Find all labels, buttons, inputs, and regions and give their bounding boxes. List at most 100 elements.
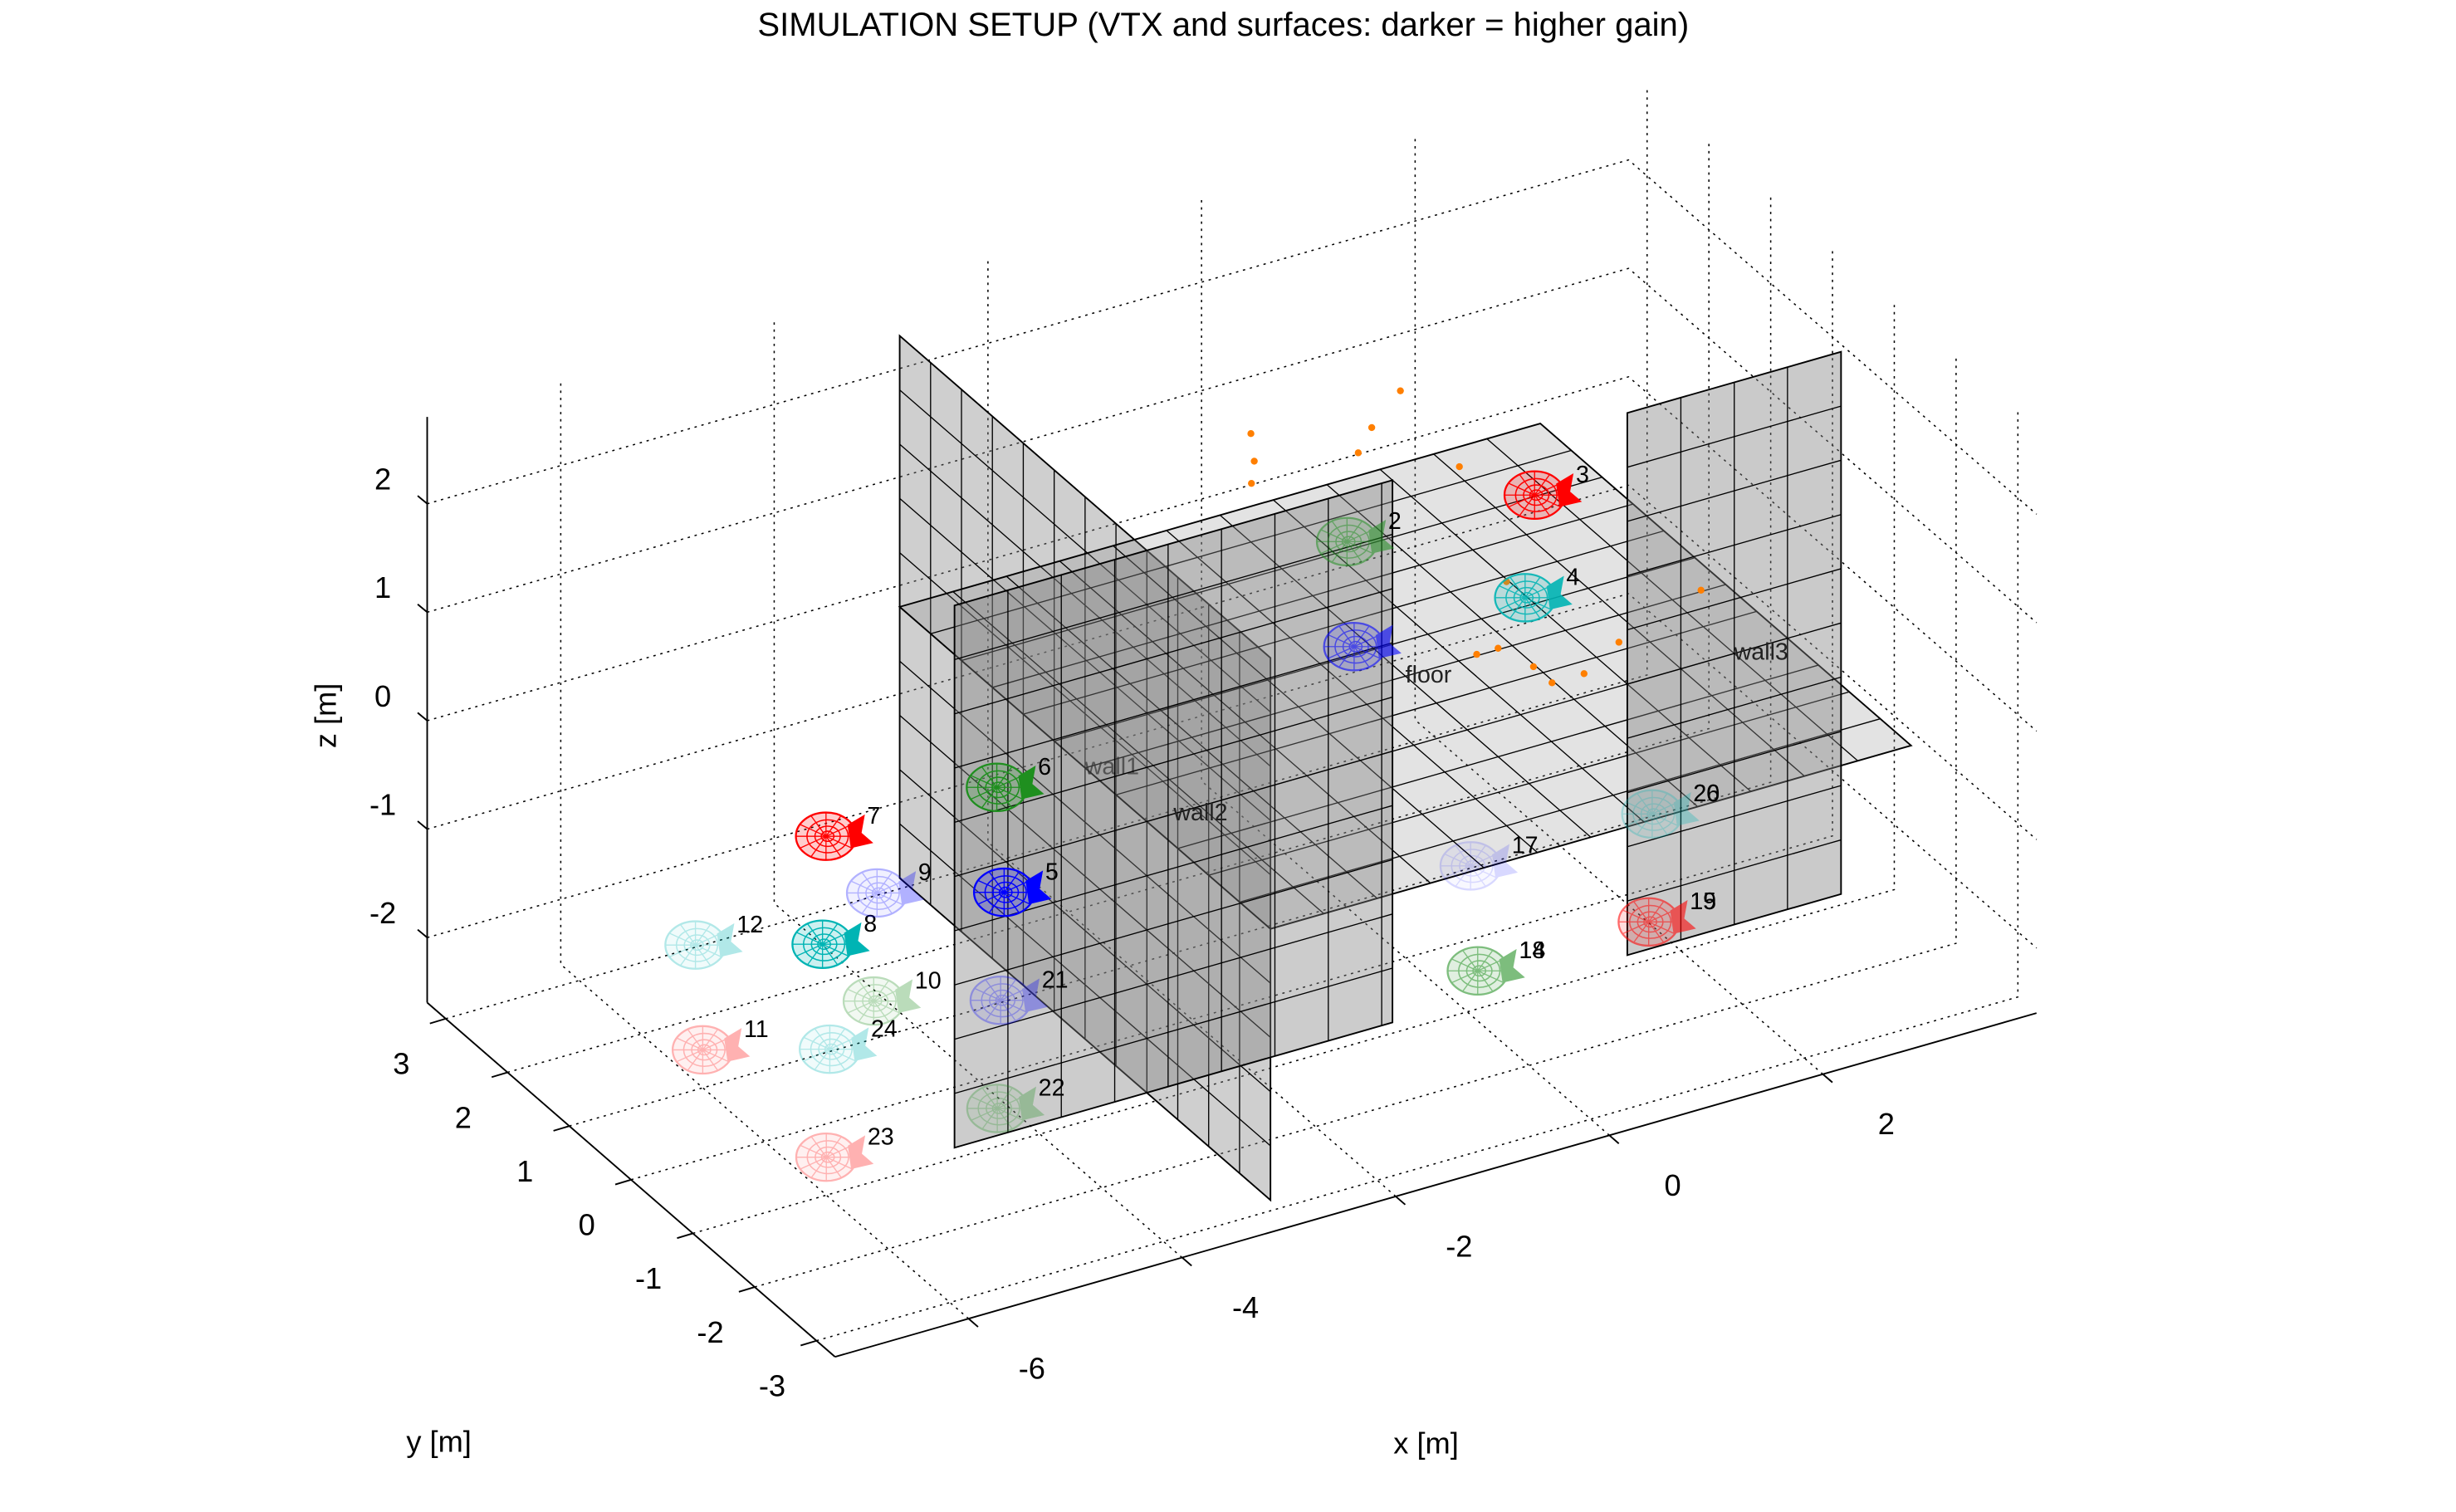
pattern-spoke — [1626, 813, 1653, 827]
pattern-spoke — [996, 1087, 1013, 1109]
x-axis-title: x [m] — [1393, 1426, 1459, 1461]
pattern-spoke — [858, 1001, 874, 1022]
tx-label: 11 — [744, 1016, 769, 1043]
tick-mark — [677, 1232, 693, 1240]
pattern-back — [895, 979, 922, 1013]
pattern-ring — [1458, 953, 1501, 988]
pattern-back — [1025, 870, 1052, 904]
pattern-spoke — [1648, 921, 1665, 943]
pattern-ring — [871, 887, 886, 899]
point — [1250, 458, 1258, 465]
surface-grid — [1627, 514, 1842, 576]
pattern-spoke — [679, 924, 697, 946]
pattern-spoke — [795, 943, 823, 957]
transmitter — [1323, 621, 1402, 672]
pattern-spoke — [814, 1028, 830, 1050]
transmitter — [1621, 789, 1700, 839]
pattern-spoke — [1328, 646, 1355, 659]
pattern-spoke — [996, 1108, 1024, 1121]
pattern-back — [1375, 624, 1402, 659]
surface-grid — [930, 449, 1572, 634]
pattern-spoke — [1499, 585, 1526, 599]
pattern-spoke — [1508, 494, 1535, 508]
pattern-back — [1546, 575, 1573, 610]
transmitter — [1439, 841, 1519, 891]
y-tick-label: -2 — [697, 1315, 723, 1349]
pattern-spoke — [829, 1049, 857, 1062]
pattern-ring — [815, 1146, 842, 1168]
tx-label: 14 — [1519, 937, 1545, 964]
pattern-ring — [1465, 960, 1493, 982]
pattern-spoke — [861, 872, 878, 893]
pattern-spoke — [1622, 921, 1649, 935]
pattern-spoke — [803, 1036, 830, 1050]
pattern-spoke — [1648, 901, 1665, 922]
transmitter — [1617, 897, 1696, 947]
surface-grid — [954, 642, 1393, 769]
tx-label: 22 — [1039, 1075, 1065, 1102]
pattern-spoke — [873, 1001, 889, 1022]
pattern-spoke — [1637, 813, 1653, 835]
pattern-spoke — [1633, 901, 1650, 922]
pattern-spoke — [1651, 813, 1679, 827]
surface-grid — [899, 443, 1271, 767]
x-tick-label: -2 — [1446, 1229, 1472, 1263]
pattern-spoke — [1462, 970, 1479, 992]
z-tick-label: -2 — [369, 896, 396, 930]
pattern-spoke — [1470, 844, 1486, 867]
pattern-spoke — [1004, 892, 1031, 905]
pattern-spoke — [829, 1049, 846, 1070]
point — [1529, 663, 1538, 671]
pattern-spoke — [1651, 793, 1668, 815]
surface-grid — [1627, 676, 1842, 739]
tick-mark — [1182, 1256, 1192, 1267]
transmitter — [972, 867, 1052, 917]
pattern-spoke — [795, 932, 823, 945]
pattern-spoke — [1444, 853, 1471, 867]
surface-grid — [1115, 610, 1757, 795]
pattern-spoke — [825, 1136, 842, 1158]
pattern-ring — [1640, 803, 1667, 825]
pattern-spoke — [1451, 970, 1479, 984]
pattern-ring — [1643, 916, 1657, 928]
grid-line — [773, 317, 1183, 1259]
pattern-ring — [1643, 916, 1657, 928]
pattern-spoke — [847, 1001, 874, 1014]
point — [1455, 462, 1463, 471]
tx-label: 2 — [1388, 508, 1402, 535]
tx-label: 24 — [871, 1015, 898, 1042]
tx-label: 15 — [1690, 888, 1716, 915]
pattern-spoke — [981, 766, 998, 788]
pattern-spoke — [971, 1096, 998, 1109]
pattern-spoke — [1347, 541, 1373, 555]
pattern-back — [847, 814, 873, 849]
surface-grid — [899, 552, 1271, 876]
x-tick-label: -6 — [1019, 1352, 1045, 1386]
point — [1580, 670, 1588, 678]
pattern-spoke — [981, 1108, 998, 1130]
pattern-spoke — [702, 1050, 719, 1071]
tick-mark — [1395, 1196, 1407, 1206]
pattern-ring — [977, 1091, 1020, 1126]
surface-grid — [899, 769, 1271, 1093]
pattern-spoke — [1651, 801, 1679, 815]
z-tick-label: 2 — [374, 462, 391, 497]
pattern-spoke — [847, 988, 874, 1002]
z-tick-label: 0 — [374, 679, 391, 713]
surface-grid — [1627, 622, 1842, 685]
pattern-spoke — [810, 1136, 827, 1158]
pattern-spoke — [822, 943, 839, 966]
tx-label: 26 — [1693, 780, 1720, 807]
pattern-spoke — [1353, 625, 1370, 648]
pattern-back — [844, 922, 870, 957]
pattern-lobe — [1617, 897, 1681, 947]
point — [1397, 387, 1404, 394]
tx-label: 4 — [1566, 565, 1579, 591]
pattern-spoke — [1338, 646, 1355, 668]
pattern-lobe — [1621, 789, 1684, 839]
pattern-spoke — [985, 1000, 1001, 1021]
pattern-spoke — [877, 892, 903, 906]
pattern-spoke — [1637, 793, 1653, 815]
